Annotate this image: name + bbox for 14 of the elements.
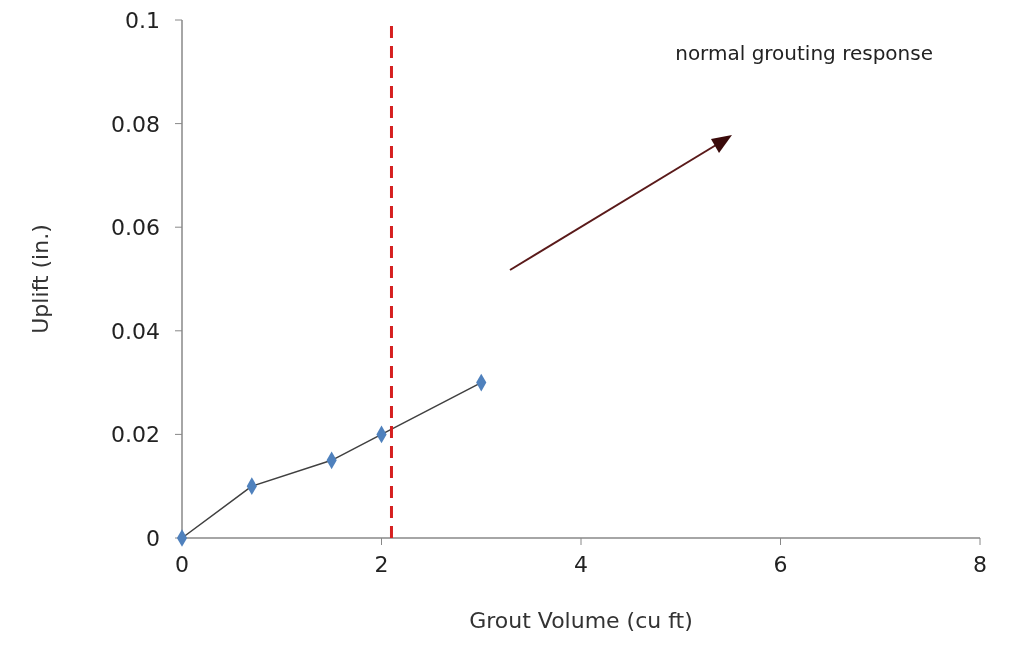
x-axis-title: Grout Volume (cu ft) xyxy=(469,608,693,633)
x-tick-label: 4 xyxy=(574,552,588,577)
y-axis-title: Uplift (in.) xyxy=(28,224,53,334)
x-tick-label: 8 xyxy=(973,552,987,577)
y-tick-label: 0.08 xyxy=(111,111,160,137)
x-tick-label: 6 xyxy=(773,552,788,577)
y-tick-label: 0.02 xyxy=(111,422,160,448)
y-tick-label: 0.04 xyxy=(111,318,160,344)
x-tick-label: 2 xyxy=(374,552,389,577)
y-tick-label: 0 xyxy=(146,526,160,551)
x-tick-label: 0 xyxy=(175,552,189,577)
y-tick-label: 0.1 xyxy=(125,8,160,33)
y-tick-label: 0.06 xyxy=(111,215,160,241)
annotation: normal grouting response xyxy=(675,41,933,65)
